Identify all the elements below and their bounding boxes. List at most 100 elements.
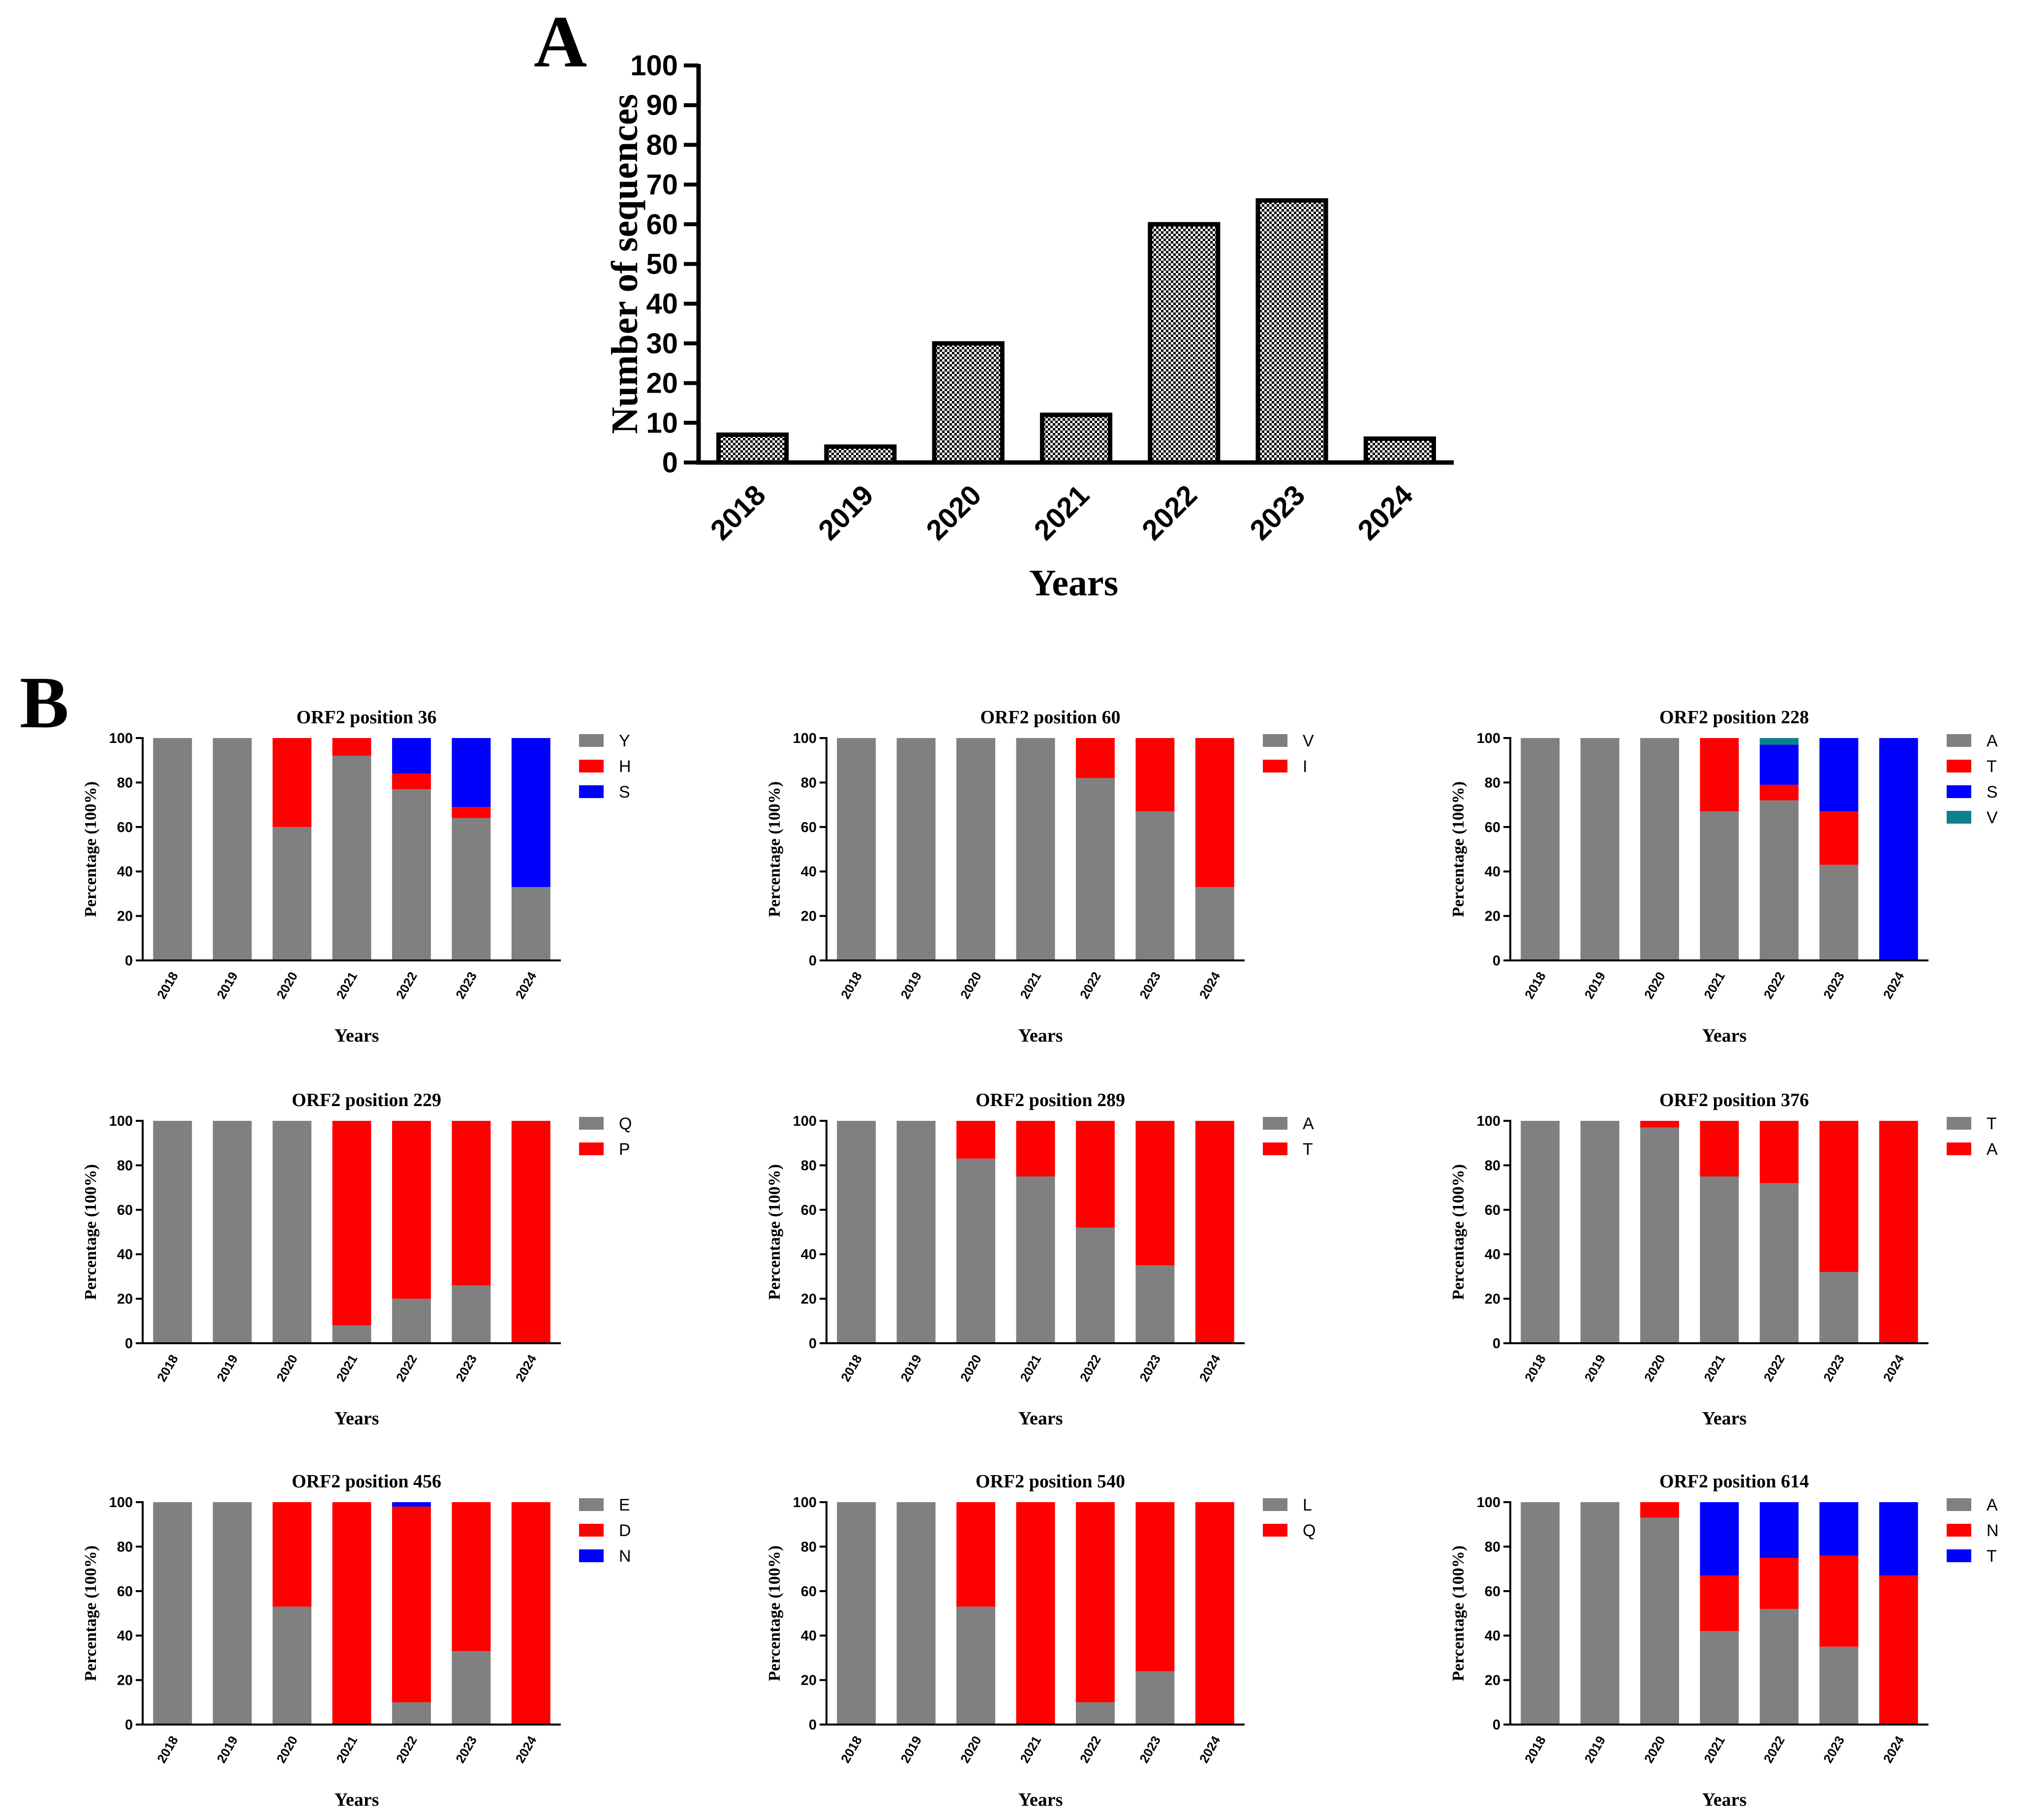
x-tick-label: 2024 [1880,969,1907,1002]
bar-segment-Q [1075,1502,1115,1702]
x-axis-title: Years [335,1408,379,1429]
bar-segment-T [1580,1121,1620,1343]
y-axis-title: Percentage (100%) [765,781,784,917]
bar-segment-A [1819,1121,1859,1272]
x-axis-title: Years [1702,1025,1747,1046]
bar-segment-A [1521,738,1560,960]
x-tick-label: 2023 [1820,1352,1847,1384]
bar-segment-A [1759,800,1799,960]
x-tick-label: 2022 [1077,1733,1104,1765]
bar-segment-H [392,773,431,789]
y-tick-label: 40 [1485,1628,1500,1644]
x-tick-label: 2019 [897,1352,924,1384]
x-tick-label: 2018 [154,1733,181,1765]
bar-segment-D [332,1502,371,1725]
y-tick-label: 80 [801,1539,817,1555]
bar-segment-N [1640,1502,1680,1518]
x-tick-label: 2019 [897,969,924,1001]
bar-segment-T [1879,1502,1918,1576]
y-tick-label: 60 [117,820,133,835]
panel-b-letter: B [20,662,69,743]
y-tick-label: 0 [125,1717,133,1733]
a-y-tick-label: 80 [646,129,678,161]
y-tick-label: 0 [809,1717,817,1733]
subchart-title: ORF2 position 36 [296,707,436,728]
y-tick-label: 60 [801,1203,817,1218]
x-tick-label: 2018 [1522,969,1549,1001]
a-y-tick-label: 60 [646,209,678,241]
bar-segment-A [1640,1121,1680,1128]
bar-segment-A [896,1121,936,1343]
bar-segment-T [1759,1183,1799,1343]
bar-segment-Q [392,1298,431,1343]
y-tick-label: 60 [117,1584,133,1600]
a-y-tick-label: 100 [630,50,678,82]
legend-swatch-V [1947,811,1971,824]
y-tick-label: 0 [1493,1336,1500,1352]
bar-segment-N [392,1502,431,1507]
a-y-axis-title: Number of sequences [604,94,645,434]
subchart-B2: ORF2 position 60 2018 2019 2020 2021 2022 2023… [765,707,1314,1046]
x-tick-label: 2023 [1136,1352,1163,1384]
legend-label: A [1987,732,1998,750]
x-tick-label: 2021 [1017,1733,1044,1765]
x-tick-label: 2022 [393,969,420,1001]
bar-segment-Y [511,887,550,960]
bar-segment-P [392,1121,431,1299]
y-axis-title: Percentage (100%) [1449,1164,1468,1300]
x-tick-label: 2019 [214,969,241,1001]
x-axis-title: Years [335,1789,379,1810]
bar-segment-Y [332,756,371,960]
bar-segment-T [1700,738,1739,812]
legend-label: A [1987,1496,1998,1514]
y-tick-label: 0 [809,1336,817,1352]
y-tick-label: 60 [801,1584,817,1600]
y-tick-label: 100 [793,1113,817,1129]
bar-segment-A [1580,738,1620,960]
legend-swatch-N [1947,1524,1971,1537]
y-tick-label: 40 [801,864,817,880]
y-tick-label: 0 [809,953,817,969]
y-tick-label: 0 [125,1336,133,1352]
x-axis-title: Years [1018,1789,1063,1810]
x-tick-label: 2022 [1077,1352,1104,1384]
a-bar-2024 [1363,436,1436,465]
bar-segment-L [1075,1702,1115,1725]
y-tick-label: 0 [125,953,133,969]
bar-segment-I [1195,738,1234,887]
legend-label: V [1303,732,1314,750]
bar-segment-Q [1135,1502,1175,1671]
legend-label: P [619,1140,630,1159]
x-tick-label: 2021 [1017,969,1044,1001]
y-tick-label: 60 [117,1203,133,1218]
bar-segment-T [1521,1121,1560,1343]
panel-a-letter: A [534,1,587,83]
y-tick-label: 40 [1485,864,1500,880]
legend-label: V [1987,808,1998,827]
x-tick-label: 2020 [957,969,984,1001]
legend-swatch-T [1947,1549,1971,1562]
x-tick-label: 2019 [1581,1352,1608,1384]
x-tick-label: 2022 [393,1733,420,1765]
a-y-tick-label: 50 [646,248,678,280]
y-axis-title: Percentage (100%) [82,1545,100,1681]
x-tick-label: 2020 [274,969,301,1001]
y-axis-title: Percentage (100%) [82,1164,100,1300]
y-tick-label: 0 [1493,1717,1500,1733]
bar-segment-V [1195,887,1234,960]
bar-segment-A [1640,738,1680,960]
legend-swatch-T [1947,760,1971,772]
bar-segment-A [1819,864,1859,960]
x-tick-label: 2023 [453,969,480,1001]
x-tick-label: 2024 [1196,1352,1223,1385]
legend-label: N [619,1547,631,1566]
x-tick-label: 2020 [274,1352,301,1384]
bar-segment-T [1640,1127,1680,1343]
bar-segment-Q [1016,1502,1055,1725]
bar-segment-A [1759,1121,1799,1183]
bar-segment-V [1016,738,1055,960]
